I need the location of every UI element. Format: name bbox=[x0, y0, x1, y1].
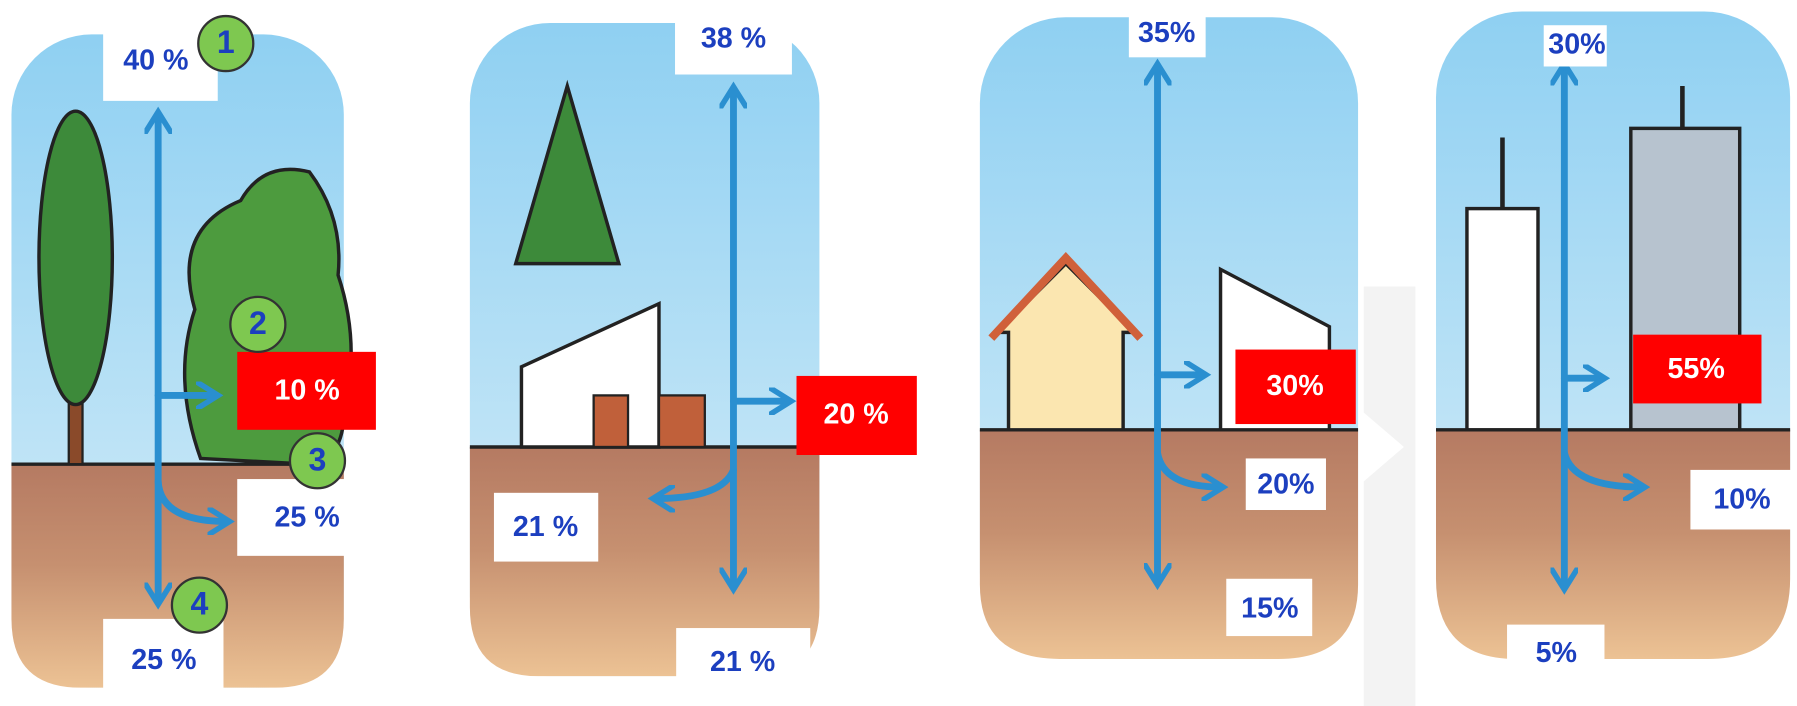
page: {"panels": [ {"top": "40 %", "runoff": "… bbox=[0, 0, 1797, 706]
marker: 1 bbox=[217, 24, 235, 60]
top-label: 30% bbox=[1548, 28, 1605, 60]
runoff-label: 30% bbox=[1266, 370, 1323, 402]
shallow-label: 21 % bbox=[513, 511, 578, 543]
deep-label: 25 % bbox=[131, 644, 196, 676]
panel-forest: 40 % 10 % 25 % 25 % 1 2 3 4 bbox=[11, 16, 375, 699]
marker: 2 bbox=[249, 305, 267, 341]
runoff-label: 10 % bbox=[274, 375, 339, 407]
top-label: 40 % bbox=[123, 44, 188, 76]
panel-rural: 38 % 20 % 21 % 21 % bbox=[470, 6, 917, 697]
deep-label: 21 % bbox=[710, 646, 775, 678]
runoff-label: 55% bbox=[1667, 353, 1724, 385]
panel-suburban: 35% 30% 20% 15% bbox=[980, 11, 1358, 659]
diagram: 40 % 10 % 25 % 25 % 1 2 3 4 38 % 20 % 21… bbox=[0, 0, 1797, 706]
marker: 3 bbox=[309, 441, 327, 477]
deep-label: 5% bbox=[1536, 637, 1577, 669]
top-label: 38 % bbox=[701, 23, 766, 55]
chevron bbox=[1364, 287, 1416, 706]
deep-label: 15% bbox=[1241, 592, 1298, 624]
shallow-label: 20% bbox=[1257, 469, 1314, 501]
shallow-label: 10% bbox=[1713, 483, 1770, 515]
shallow-label: 25 % bbox=[274, 502, 339, 534]
panel-urban: 30% 55% 10% 5% bbox=[1436, 11, 1794, 687]
marker: 4 bbox=[190, 586, 208, 622]
runoff-label: 20 % bbox=[823, 399, 888, 431]
top-label: 35% bbox=[1138, 17, 1195, 49]
